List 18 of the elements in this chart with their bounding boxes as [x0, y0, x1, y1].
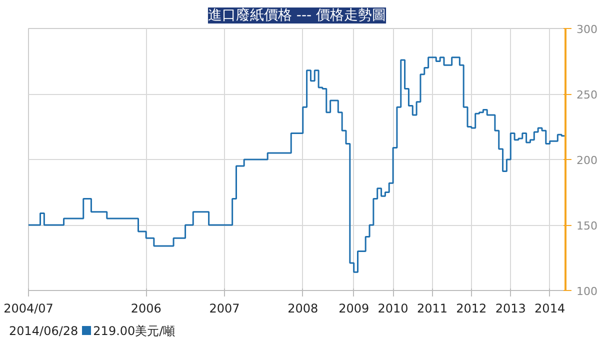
x-tick-label: 2007 [209, 302, 240, 316]
chart-title: 進口廢紙價格 --- 價格走勢圖 [208, 8, 386, 24]
y-tick-label: 150 [576, 220, 598, 232]
x-tick-label: 2009 [338, 302, 370, 316]
x-tick-label: 2006 [130, 302, 162, 316]
x-tick-label: 2008 [288, 302, 318, 316]
y-tick-label: 200 [576, 154, 598, 167]
y-tick-label: 300 [576, 23, 598, 36]
y-tick-label: 250 [576, 88, 598, 102]
x-tick-label: 2010 [378, 302, 408, 316]
x-tick-label: 2011 [416, 302, 448, 316]
x-tick-label: 2004/07 [4, 302, 54, 316]
x-tick-label: 2013 [495, 302, 526, 316]
text: 2014/06/28 [9, 324, 78, 338]
x-tick-label: 2012 [456, 302, 487, 316]
text: 219.00美元/噸 [93, 324, 176, 338]
y-tick-label: 100 [576, 285, 598, 298]
x-tick-label: 2014 [534, 302, 566, 316]
